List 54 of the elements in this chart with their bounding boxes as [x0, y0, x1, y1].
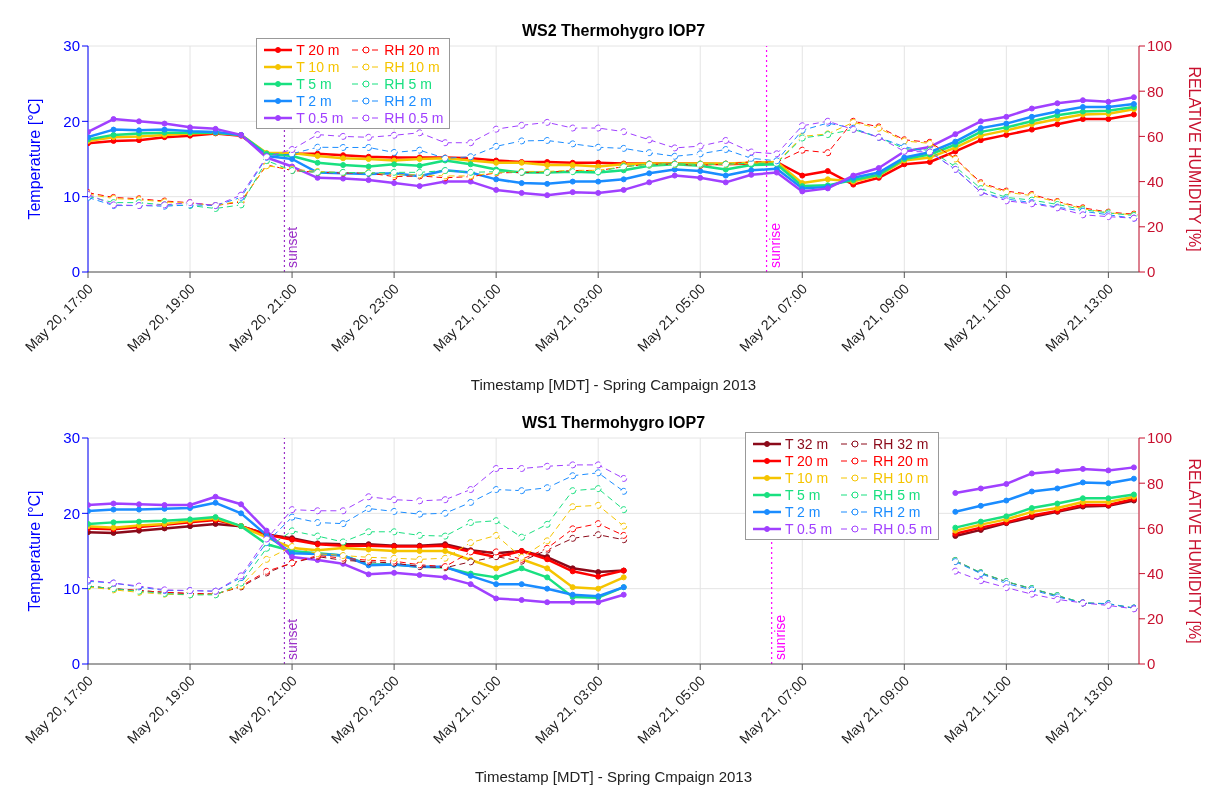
- legend-label: T 20 m: [784, 452, 829, 469]
- legend-label: RH 10 m: [384, 58, 440, 75]
- y2-tick-label: 0: [1147, 655, 1156, 673]
- legend-label: RH 2 m: [384, 92, 432, 109]
- y2-tick-label: 20: [1147, 610, 1164, 628]
- legend-label: RH 10 m: [873, 469, 929, 486]
- y2-tick-label: 100: [1147, 429, 1173, 447]
- y-tick-label: 20: [63, 112, 80, 130]
- x-axis-title: Timestamp [MDT] - Spring Cmpaign 2013: [474, 768, 753, 785]
- legend-label: T 5 m: [296, 75, 332, 92]
- legend-label: T 2 m: [296, 92, 332, 109]
- legend-label: T 32 m: [784, 435, 829, 452]
- y-axis-title: Temperature [°C]: [25, 490, 43, 612]
- legend-label: RH 0.5 m: [384, 109, 444, 126]
- chart-title: WS1 Thermohygro IOP7: [520, 414, 707, 432]
- legend-label: T 2 m: [784, 503, 821, 520]
- ref-line-label: sunrise: [766, 222, 783, 268]
- legend-label: RH 2 m: [873, 503, 921, 520]
- legend-label: T 0.5 m: [296, 109, 344, 126]
- ref-line-label: sunset: [284, 226, 301, 268]
- y-tick-label: 30: [63, 37, 80, 55]
- legend-label: RH 5 m: [384, 75, 432, 92]
- y2-tick-label: 40: [1147, 172, 1164, 190]
- y-tick-label: 0: [71, 263, 80, 281]
- y-axis-title: Temperature [°C]: [25, 98, 43, 220]
- y2-axis-title: RELATIVE HUMIDITY [%]: [1186, 458, 1204, 644]
- y2-tick-label: 40: [1147, 564, 1164, 582]
- y2-tick-label: 100: [1147, 37, 1173, 55]
- y2-tick-label: 60: [1147, 519, 1164, 537]
- y-tick-label: 20: [63, 504, 80, 522]
- y-tick-label: 10: [63, 187, 80, 205]
- legend-label: RH 32 m: [873, 435, 929, 452]
- y2-tick-label: 20: [1147, 218, 1164, 236]
- legend-label: T 20 m: [296, 41, 340, 58]
- y2-tick-label: 0: [1147, 263, 1156, 281]
- legend-label: RH 20 m: [384, 41, 440, 58]
- ref-line-label: sunrise: [771, 614, 788, 660]
- ref-line-label: sunset: [284, 618, 301, 660]
- x-axis-title: Timestamp [MDT] - Spring Campaign 2013: [470, 376, 757, 393]
- y-tick-label: 30: [63, 429, 80, 447]
- legend-label: RH 0.5 m: [873, 520, 933, 537]
- legend-label: RH 20 m: [873, 452, 929, 469]
- legend-label: T 5 m: [784, 486, 821, 503]
- chart-title: WS2 Thermohygro IOP7: [520, 22, 707, 40]
- legend-label: RH 5 m: [873, 486, 921, 503]
- legend-label: T 10 m: [296, 58, 340, 75]
- y2-tick-label: 80: [1147, 82, 1164, 100]
- y2-tick-label: 60: [1147, 127, 1164, 145]
- y2-axis-title: RELATIVE HUMIDITY [%]: [1186, 66, 1204, 252]
- y2-tick-label: 80: [1147, 474, 1164, 492]
- legend-label: T 10 m: [784, 469, 829, 486]
- legend-label: T 0.5 m: [784, 520, 833, 537]
- y-tick-label: 0: [71, 655, 80, 673]
- y-tick-label: 10: [63, 579, 80, 597]
